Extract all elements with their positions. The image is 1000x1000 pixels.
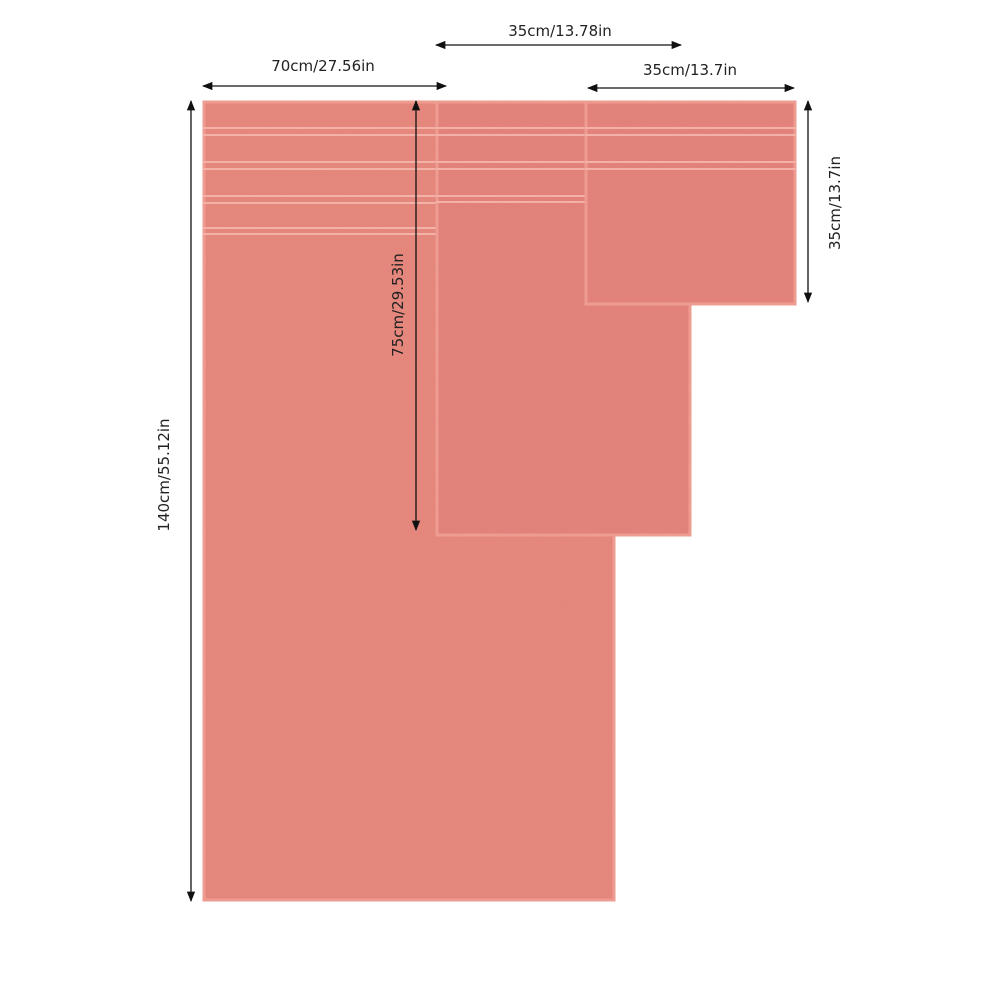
- washcloth-body: [585, 101, 796, 305]
- washcloth-dobby-band: [585, 127, 796, 170]
- washcloth-width-label: 35cm/13.7in: [643, 61, 737, 79]
- hand-towel-height-label: 75cm/29.53in: [389, 253, 407, 357]
- hand-towel-width-label: 35cm/13.78in: [508, 22, 612, 40]
- washcloth-border: [584, 100, 797, 306]
- bath-towel-width-label: 70cm/27.56in: [271, 57, 375, 75]
- bath-towel-height-label: 140cm/55.12in: [155, 418, 173, 531]
- hand-towel-border: [435, 100, 692, 537]
- washcloth: [584, 100, 797, 306]
- washcloth-height-label: 35cm/13.7in: [826, 156, 844, 250]
